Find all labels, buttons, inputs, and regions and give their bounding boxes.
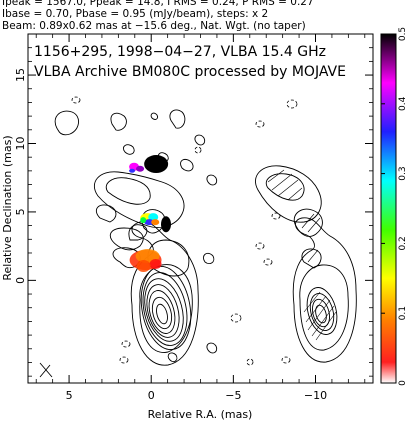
colorbar-ticks: 0 0.1 0.2 0.3 0.4 0.5 xyxy=(381,27,408,386)
core-polarization-patch xyxy=(136,260,151,273)
core-polarization-patch xyxy=(149,259,162,270)
y-tick-label: 0 xyxy=(14,277,27,284)
jet-knot-polarization-patch xyxy=(151,219,160,226)
colorbar-tick-label: 0.1 xyxy=(398,306,408,320)
polarized-contours xyxy=(255,165,357,363)
panel-title-1: 1156+295, 1998−04−27, VLBA 15.4 GHz xyxy=(34,44,326,60)
upper-magenta-patch xyxy=(136,165,145,172)
beam-ellipse xyxy=(39,362,53,378)
header-line-2: Ibase = 0.70, Pbase = 0.95 (mJy/beam), s… xyxy=(2,8,269,20)
header-line-3: Beam: 0.89x0.62 mas at −15.6 deg., Nat. … xyxy=(2,20,306,32)
colorbar xyxy=(380,33,397,384)
plot-frame xyxy=(27,33,374,384)
knot-east-polarization-patch xyxy=(161,216,171,233)
polarization-colour-layer xyxy=(129,155,171,273)
intensity-contours xyxy=(54,109,218,366)
colorbar-tick-label: 0.5 xyxy=(398,27,408,41)
colorbar-tick-label: 0.4 xyxy=(398,96,408,111)
x-tick-label: −10 xyxy=(304,389,327,402)
colorbar-tick-label: 0 xyxy=(398,380,408,386)
x-tick-label: 5 xyxy=(66,389,73,402)
y-axis: 0 5 10 15 xyxy=(14,47,373,377)
y-tick-label: 15 xyxy=(14,68,27,82)
x-axis: 5 0 −5 −10 xyxy=(35,34,366,402)
y-axis-label: Relative Declination (mas) xyxy=(1,135,14,280)
jet-knot-polarization-patch xyxy=(144,219,155,226)
x-tick-label: 0 xyxy=(148,389,155,402)
polarized-hatch xyxy=(267,169,337,341)
upper-magenta-patch xyxy=(129,168,136,173)
x-tick-label: −5 xyxy=(225,389,241,402)
upper-polarization-patch xyxy=(144,155,169,174)
colorbar-tick-label: 0.3 xyxy=(398,166,408,180)
y-tick-label: 5 xyxy=(14,208,27,215)
jet-knot-polarization-patch xyxy=(148,213,159,222)
y-tick-label: 10 xyxy=(14,136,27,150)
colorbar-tick-label: 0.2 xyxy=(398,236,408,250)
negative-contours-right xyxy=(230,99,298,366)
jet-knot-polarization-patch xyxy=(140,217,147,224)
panel-title-2: VLBA Archive BM080C processed by MOJAVE xyxy=(34,64,346,80)
x-axis-label: Relative R.A. (mas) xyxy=(148,408,253,421)
header-line-1: Ipeak = 1567.0, Ppeak = 14.8, I RMS = 0.… xyxy=(2,0,314,8)
negative-contours-left xyxy=(71,96,202,364)
